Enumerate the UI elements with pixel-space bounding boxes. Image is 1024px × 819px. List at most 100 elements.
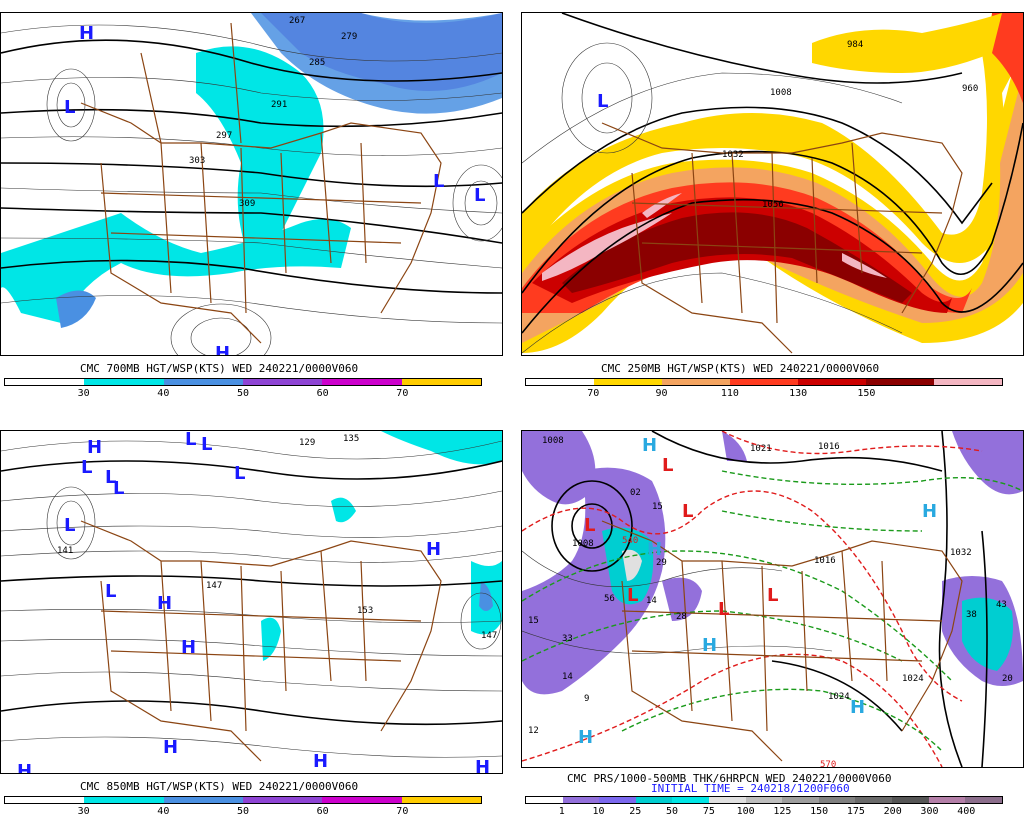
- pressure-center-h: H: [578, 727, 593, 748]
- colorbar-tick-label: 100: [736, 806, 755, 817]
- panel-title: CMC 700MB HGT/WSP(KTS) WED 240221/0000V0…: [80, 362, 359, 375]
- contour-label-960: 960: [962, 84, 978, 94]
- colorbar-tick-label: 40: [157, 388, 170, 399]
- pressure-center-l: L: [234, 463, 245, 484]
- pressure-center-h: H: [642, 435, 657, 456]
- colorbar-segment: [672, 797, 710, 803]
- wind-shade-30: [196, 46, 324, 264]
- pressure-center-h: H: [647, 539, 662, 560]
- colorbar-tick-label: 125: [773, 806, 792, 817]
- colorbar-segment: [322, 379, 402, 385]
- pressure-center-l: L: [201, 434, 212, 455]
- pressure-center-l: L: [64, 515, 75, 536]
- colorbar-tick-label: 110: [720, 388, 739, 399]
- colorbar-segment: [401, 797, 481, 803]
- colorbar-segment: [562, 797, 600, 803]
- colorbar-tick-label: 10: [592, 806, 605, 817]
- precip-shade-ne: [952, 431, 1023, 495]
- colorbar-tick-label: 130: [789, 388, 808, 399]
- colorbar-segment: [662, 379, 730, 385]
- contour-label-1024b: 1024: [902, 674, 924, 684]
- contour-label-147: 147: [206, 581, 222, 591]
- contour-label-135: 135: [343, 434, 359, 444]
- pressure-center-l: L: [627, 585, 638, 606]
- colorbar-segment: [163, 797, 243, 803]
- pressure-center-h: H: [87, 437, 102, 458]
- pressure-center-l: L: [81, 457, 92, 478]
- thickness-label-570: 570: [820, 760, 836, 767]
- colorbar-segment: [84, 797, 164, 803]
- pressure-center-l: L: [113, 478, 124, 499]
- contour-label-1056: 1056: [762, 200, 784, 210]
- colorbar-tick-label: 175: [846, 806, 865, 817]
- colorbar-segment: [934, 379, 1002, 385]
- colorbar-tick-label: 25: [629, 806, 642, 817]
- pressure-center-h: H: [922, 501, 937, 522]
- contour-label-984: 984: [847, 40, 863, 50]
- pressure-center-h: H: [426, 539, 441, 560]
- colorbar: [525, 378, 1003, 386]
- colorbar-segment: [855, 797, 893, 803]
- colorbar-ticks: 30 40 50 60 70: [4, 388, 482, 400]
- colorbar-segment: [242, 797, 323, 803]
- contour-label-153: 153: [357, 606, 373, 616]
- colorbar: [525, 796, 1003, 804]
- pressure-center-l: L: [474, 185, 485, 206]
- precip-value: 20: [1002, 674, 1013, 684]
- pressure-center-h: H: [702, 635, 717, 656]
- colorbar-tick-label: 50: [666, 806, 679, 817]
- map-prs-thk: 1008 1016 1016 1032 1024 1024 1021 570 5…: [521, 430, 1024, 768]
- colorbar-tick-label: 50: [236, 806, 250, 817]
- colorbar-tick-label: 1: [558, 806, 565, 817]
- jet-shade-max: [542, 213, 672, 281]
- colorbar-segment: [928, 797, 966, 803]
- colorbar-segment: [798, 379, 866, 385]
- contour-label-291: 291: [271, 100, 287, 110]
- pressure-center-l: L: [682, 501, 693, 522]
- colorbar-tick-label: 200: [883, 806, 902, 817]
- precip-shade: [522, 431, 596, 505]
- pressure-center-l: L: [105, 581, 116, 602]
- colorbar-segment: [818, 797, 856, 803]
- pressure-center-l: L: [597, 91, 608, 112]
- colorbar-ticks: 30 40 50 60 70: [4, 806, 482, 818]
- colorbar-segment: [892, 797, 929, 803]
- contour-label-1032: 1032: [722, 150, 744, 160]
- pressure-center-h: H: [475, 757, 490, 773]
- colorbar-tick-label: 70: [396, 806, 409, 817]
- precip-shade-n: [722, 431, 747, 461]
- wind-shade-40: [479, 581, 493, 611]
- colorbar-segment: [782, 797, 819, 803]
- colorbar-segment: [5, 797, 85, 803]
- colorbar-tick-label: 75: [702, 806, 715, 817]
- pressure-center-h: H: [181, 637, 196, 658]
- colorbar-segment: [84, 379, 164, 385]
- wind-shade-30: [381, 431, 502, 465]
- pressure-center-h: H: [79, 23, 94, 44]
- panel-title: CMC 250MB HGT/WSP(KTS) WED 240221/0000V0…: [601, 362, 880, 375]
- panel-850mb: 147 141 129 135 153 147 H L L L L L L L …: [0, 430, 503, 819]
- panel-700mb: 297 303 309 279 285 291 267 H L L L H CM…: [0, 12, 503, 399]
- contour-label-147b: 147: [481, 631, 497, 641]
- colorbar-segment: [5, 379, 85, 385]
- precip-value: 43: [996, 600, 1007, 610]
- precip-shade-c: [662, 577, 702, 621]
- wind-shade-40b: [56, 290, 96, 328]
- wind-shade-30c: [331, 497, 356, 523]
- precip-value: 15: [652, 502, 663, 512]
- colorbar-tick-label: 30: [77, 806, 90, 817]
- map-850mb: 147 141 129 135 153 147 H L L L L L L L …: [0, 430, 503, 774]
- contour-label-303: 303: [189, 156, 205, 166]
- colorbar-segment: [730, 379, 798, 385]
- colorbar-tick-label: 50: [236, 388, 250, 399]
- colorbar-tick-label: 90: [655, 388, 668, 399]
- colorbar-tick-label: 60: [316, 388, 329, 399]
- contour-label-1016b: 1016: [814, 556, 836, 566]
- contour-label-1032: 1032: [950, 548, 972, 558]
- precip-value: 56: [604, 594, 615, 604]
- precip-shade-west: [522, 467, 666, 695]
- precip-value: 29: [656, 558, 667, 568]
- jet-shade-north: [812, 13, 1002, 73]
- colorbar-segment: [526, 797, 563, 803]
- contour-label-1008b: 1008: [572, 539, 594, 549]
